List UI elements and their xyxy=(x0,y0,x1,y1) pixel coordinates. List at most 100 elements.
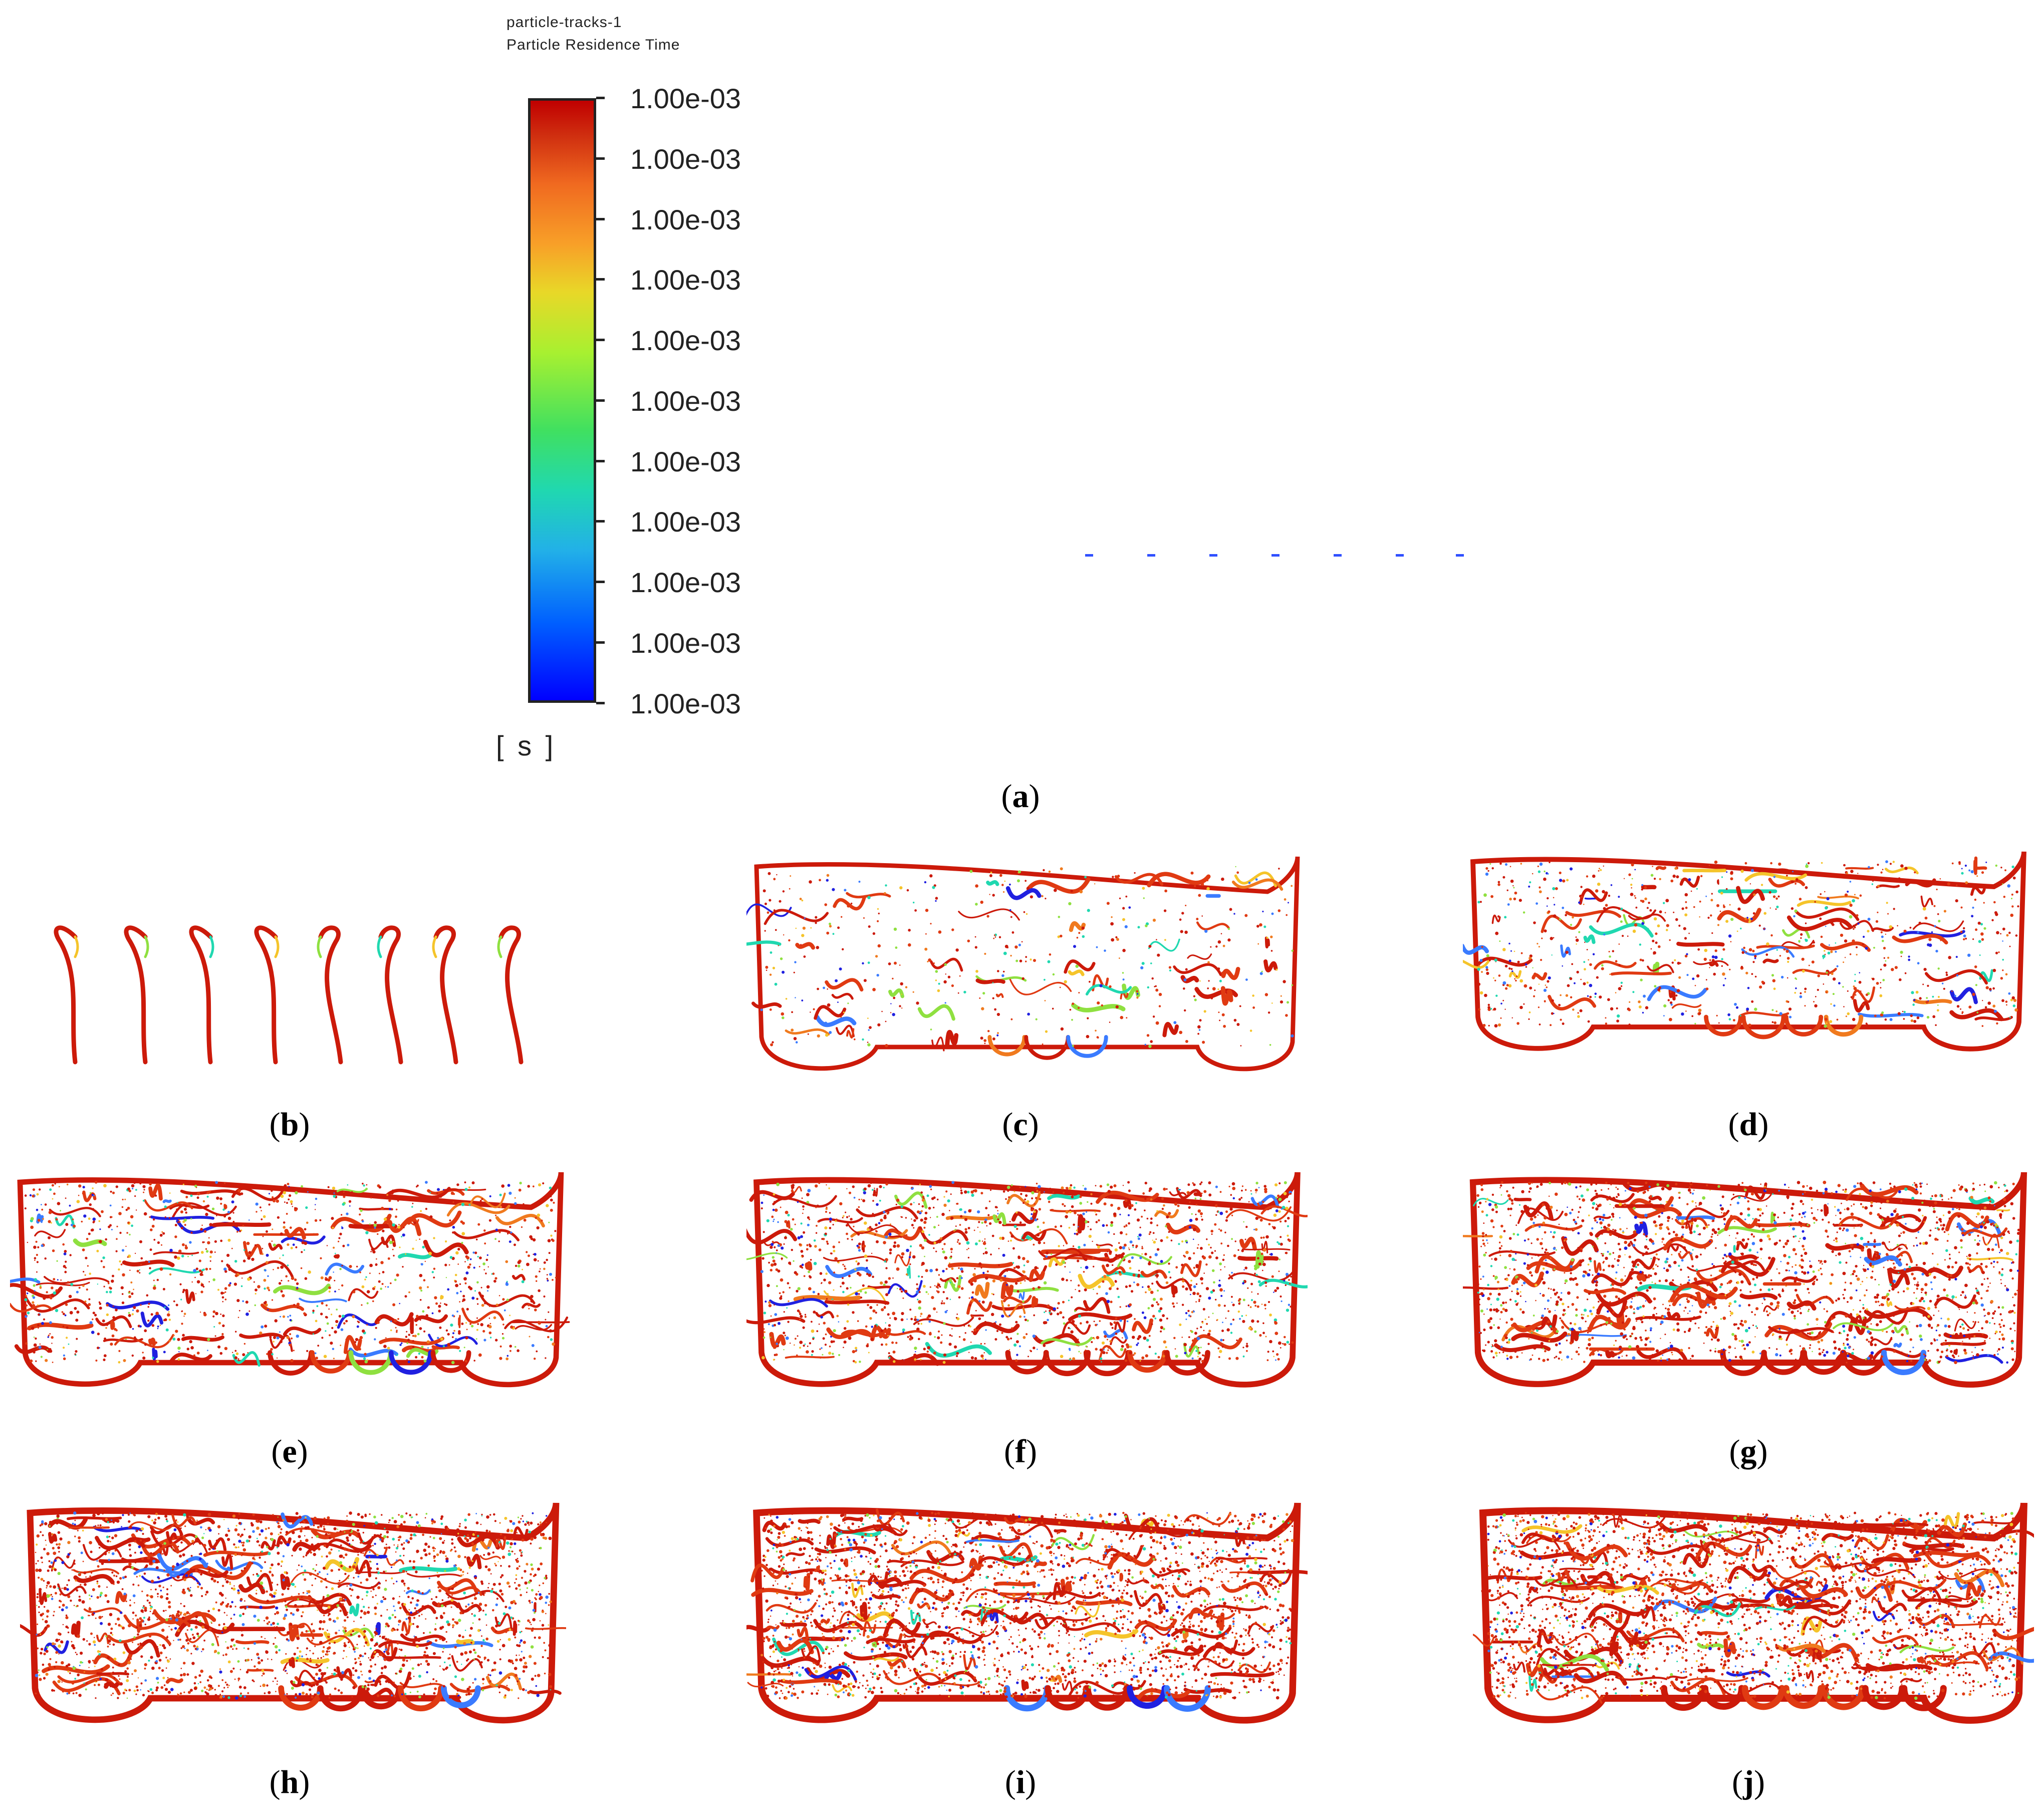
particle xyxy=(1277,1241,1279,1243)
particle xyxy=(1258,1201,1260,1203)
particle xyxy=(772,1208,775,1211)
particle xyxy=(981,1240,983,1242)
colorbar-tick-label: 1.00e-03 xyxy=(630,83,741,114)
particle xyxy=(1038,1286,1041,1289)
particle xyxy=(1688,1222,1689,1224)
particle xyxy=(1589,983,1593,987)
particle xyxy=(1220,1269,1222,1270)
particle-track xyxy=(746,903,792,917)
particle-track xyxy=(1003,1295,1032,1304)
particle xyxy=(105,1327,107,1329)
particle xyxy=(1227,1244,1229,1247)
particle xyxy=(1231,1271,1233,1274)
particle xyxy=(808,1218,811,1220)
particle xyxy=(1675,918,1678,921)
particle xyxy=(1693,906,1695,908)
particle-track xyxy=(805,1261,813,1271)
particle xyxy=(1023,1336,1026,1339)
particle xyxy=(526,1262,530,1266)
particle xyxy=(416,1315,419,1318)
particle xyxy=(412,1202,414,1204)
particle xyxy=(762,889,766,893)
particle xyxy=(404,1295,407,1298)
particle xyxy=(860,1296,863,1299)
particle xyxy=(88,1232,91,1235)
particle xyxy=(159,1325,161,1326)
particle xyxy=(221,1333,224,1336)
particle xyxy=(1634,897,1637,899)
particle-track xyxy=(986,880,999,886)
particle xyxy=(1532,967,1534,969)
particle xyxy=(923,1348,926,1351)
particle xyxy=(787,1321,790,1323)
particle xyxy=(774,1246,776,1248)
particle xyxy=(488,1219,492,1222)
particle xyxy=(1069,1209,1072,1212)
particle xyxy=(214,1335,216,1337)
particle xyxy=(398,1224,400,1225)
particle-track xyxy=(440,1295,444,1300)
particle xyxy=(33,1245,37,1249)
particle xyxy=(1730,871,1733,874)
particle xyxy=(387,1286,389,1288)
particle xyxy=(1201,1282,1203,1284)
particle xyxy=(1203,1190,1207,1193)
particle xyxy=(812,1338,815,1340)
particle xyxy=(1048,1360,1050,1361)
particle xyxy=(811,1321,813,1323)
particle xyxy=(465,1336,468,1340)
particle xyxy=(315,1197,318,1200)
particle-track xyxy=(1730,1194,1772,1202)
particle xyxy=(1968,1005,1972,1009)
particle xyxy=(1012,1247,1015,1250)
particle xyxy=(50,1222,52,1224)
particle xyxy=(1197,1356,1199,1358)
particle xyxy=(997,970,999,972)
particle xyxy=(916,1001,919,1005)
particle xyxy=(33,1351,36,1354)
particle xyxy=(876,1240,879,1243)
particle xyxy=(1594,1190,1597,1192)
particle-track xyxy=(1517,1207,1564,1224)
particle xyxy=(781,1280,783,1281)
particle xyxy=(1573,1218,1576,1221)
particle xyxy=(885,1183,888,1186)
particle xyxy=(266,1353,269,1355)
particle xyxy=(815,922,817,924)
particle-track xyxy=(1974,1015,2013,1021)
particle xyxy=(1016,1354,1018,1356)
particle xyxy=(872,1193,876,1196)
particle xyxy=(288,1198,290,1201)
particle xyxy=(1915,1188,1918,1190)
particle xyxy=(1942,982,1944,984)
particle xyxy=(1992,968,1996,972)
particle xyxy=(764,902,767,905)
particle xyxy=(920,1218,923,1222)
particle xyxy=(1151,1304,1154,1308)
particle xyxy=(1103,1349,1105,1351)
particle xyxy=(1595,1315,1597,1317)
particle xyxy=(1054,888,1057,892)
particle xyxy=(1248,881,1251,884)
particle xyxy=(1128,1260,1131,1263)
particle xyxy=(1196,1292,1199,1295)
particle xyxy=(45,1359,48,1362)
particle xyxy=(34,1278,37,1281)
particle xyxy=(1259,1334,1262,1337)
particle xyxy=(884,892,886,895)
particle xyxy=(214,1251,216,1253)
particle xyxy=(1719,910,1721,912)
particle xyxy=(1528,1011,1531,1013)
particle xyxy=(91,1228,94,1232)
particle-track xyxy=(919,1226,968,1245)
particle xyxy=(826,1206,828,1208)
particle xyxy=(1880,968,1882,971)
particle xyxy=(2000,1282,2002,1284)
particle xyxy=(1068,1299,1070,1302)
particle xyxy=(427,1306,430,1309)
particle-track xyxy=(54,925,78,1065)
particle xyxy=(781,1257,783,1260)
particle xyxy=(1491,1344,1493,1346)
particle xyxy=(970,1356,974,1360)
particle xyxy=(790,1228,793,1231)
